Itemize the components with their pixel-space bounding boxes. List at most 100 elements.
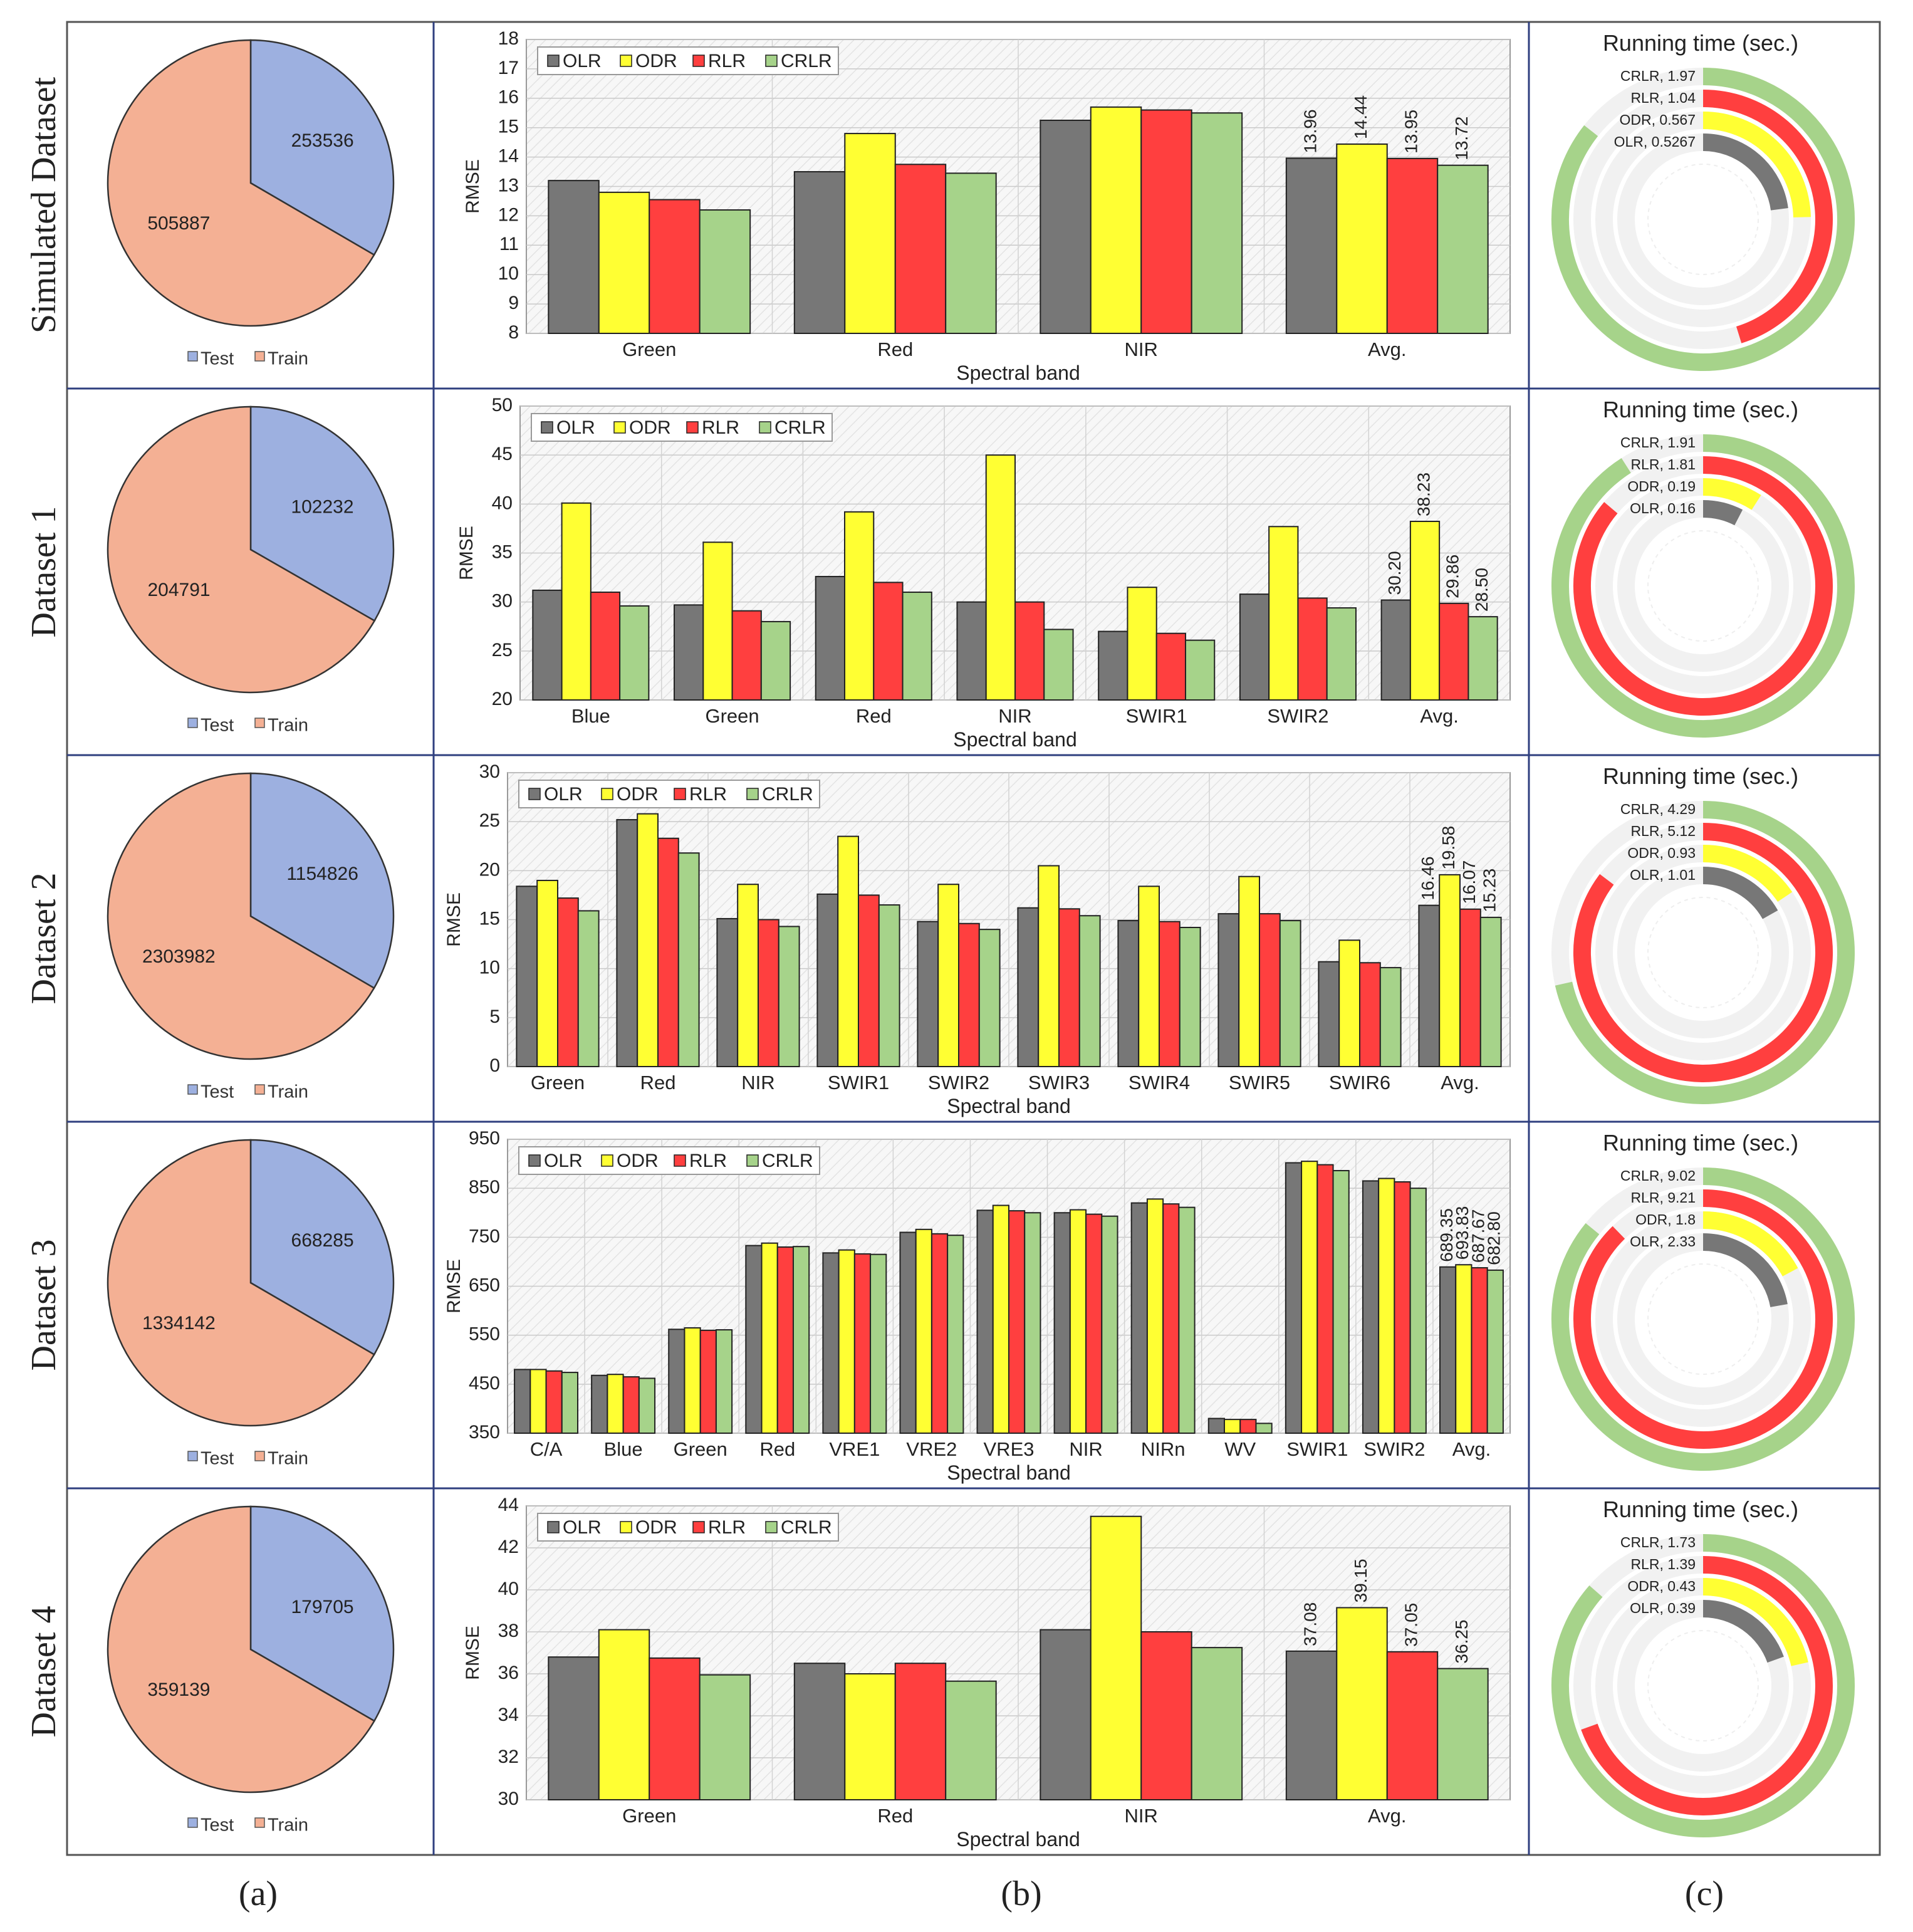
- radial-chart: Running time (sec.) CRLR, 4.29 RLR, 5.12 OD…: [1551, 763, 1855, 1104]
- bar-olr: [591, 1374, 608, 1434]
- bar-olr: [514, 1369, 531, 1434]
- legend-swatch-rlr: [692, 1521, 705, 1533]
- bar-odr: [844, 511, 875, 701]
- avg-value-label: 29.86: [1443, 555, 1462, 598]
- radial-arc-rlr: [1573, 456, 1833, 716]
- legend-box: [531, 413, 833, 442]
- radial-label: RLR, 9.21: [1630, 1189, 1696, 1206]
- y-tick-label: 750: [469, 1226, 500, 1246]
- avg-value-label: 37.05: [1401, 1603, 1420, 1647]
- bar-odr: [985, 454, 1016, 701]
- bar-odr: [1336, 143, 1388, 335]
- radial-arc-olr: [1702, 500, 1743, 526]
- legend-swatch-rlr: [674, 788, 686, 800]
- bar-olr: [1017, 907, 1040, 1067]
- x-axis-title: Spectral band: [947, 1461, 1070, 1484]
- bar-odr: [937, 884, 959, 1067]
- radial-label: ODR, 0.93: [1627, 845, 1696, 861]
- bar-crlr: [945, 172, 997, 334]
- bar-rlr: [1316, 1164, 1334, 1434]
- bar-odr: [1224, 1419, 1241, 1434]
- bar-olr: [1130, 1202, 1148, 1434]
- x-tick-label: VRE1: [829, 1438, 880, 1460]
- radial-arc-odr: [1702, 1578, 1808, 1666]
- radial-label: CRLR, 1.97: [1620, 68, 1696, 84]
- x-tick-label: Avg.: [1368, 1805, 1406, 1827]
- y-tick-label: 17: [498, 58, 519, 78]
- bar-odr: [598, 191, 650, 334]
- bar-rlr: [1394, 1181, 1411, 1434]
- y-tick-label: 20: [492, 689, 513, 709]
- legend-swatch-rlr: [686, 421, 699, 434]
- bar-crlr: [1326, 607, 1357, 701]
- bar-crlr: [1191, 1647, 1243, 1800]
- legend-swatch-odr: [620, 55, 632, 67]
- bar-olr: [1217, 913, 1240, 1067]
- bar-crlr: [619, 605, 650, 701]
- bar-crlr: [947, 1235, 964, 1434]
- bar-crlr: [1024, 1212, 1041, 1434]
- bar-crlr: [1409, 1188, 1427, 1434]
- legend-swatch-test: [187, 1817, 198, 1828]
- avg-value-label: 37.08: [1300, 1602, 1320, 1646]
- y-tick-label: 36: [498, 1663, 519, 1683]
- x-tick-label: Avg.: [1441, 1072, 1479, 1094]
- legend-swatch-olr: [541, 421, 553, 434]
- avg-value-label: 13.96: [1300, 109, 1320, 153]
- radial-chart: Running time (sec.) CRLR, 1.97 RLR, 1.04 OD…: [1551, 30, 1855, 371]
- y-tick-label: 11: [499, 234, 519, 254]
- bar-olr: [1239, 593, 1270, 701]
- bar-olr: [1418, 904, 1441, 1067]
- bar-rlr: [873, 582, 904, 701]
- pie-slice-test: [249, 39, 395, 256]
- bar-odr: [702, 541, 733, 701]
- bar-rlr: [699, 1329, 717, 1434]
- x-tick-label: Red: [877, 338, 913, 360]
- x-tick-label: Green: [674, 1438, 727, 1460]
- bar-olr: [1285, 157, 1338, 334]
- bar-odr: [1336, 1607, 1388, 1801]
- legend-label: OLR: [556, 417, 595, 438]
- radial-inner-grid: [1647, 530, 1759, 642]
- legend-swatch-odr: [601, 1154, 613, 1167]
- bar-chart: 0 5 10 15 20 25 30 Green Red NIR SWIR1 SWIR2 SWIR3 SW…: [444, 761, 1511, 1117]
- radial-title: Running time (sec.): [1603, 1130, 1798, 1156]
- bar-olr: [1285, 1162, 1303, 1434]
- legend-label: RLR: [689, 784, 727, 805]
- bar-crlr: [793, 1246, 810, 1434]
- y-tick-label: 15: [479, 908, 500, 929]
- radial-label: CRLR, 1.73: [1620, 1534, 1696, 1550]
- x-tick-label: SWIR1: [1286, 1438, 1348, 1460]
- bar-rlr: [1386, 1651, 1439, 1800]
- bar-olr: [616, 819, 639, 1068]
- bar-crlr: [1379, 967, 1402, 1068]
- y-tick-label: 30: [479, 761, 500, 782]
- legend-label: Test: [201, 1815, 234, 1835]
- bar-odr: [637, 813, 659, 1068]
- y-axis-title: RMSE: [462, 1626, 483, 1680]
- legend-swatch-crlr: [746, 788, 759, 800]
- bar-rlr: [557, 897, 579, 1068]
- bar-olr: [1207, 1418, 1226, 1434]
- bar-odr: [529, 1369, 547, 1434]
- x-tick-label: SWIR4: [1129, 1072, 1190, 1094]
- bar-crlr: [760, 620, 791, 701]
- pie-value-label: 102232: [291, 497, 353, 518]
- radial-arc-olr: [1702, 1233, 1788, 1308]
- x-axis-title: Spectral band: [956, 362, 1080, 384]
- bar-olr: [1380, 599, 1411, 701]
- radial-arc-crlr: [1555, 801, 1855, 1104]
- bar-rlr: [1459, 908, 1481, 1067]
- x-tick-label: SWIR2: [1363, 1438, 1425, 1460]
- bar-olr: [822, 1252, 840, 1434]
- bar-crlr: [1437, 1668, 1489, 1800]
- y-tick-label: 30: [498, 1788, 519, 1809]
- bar-odr: [1301, 1161, 1318, 1434]
- legend-label: RLR: [702, 417, 739, 438]
- bar-crlr: [978, 929, 1001, 1067]
- bar-crlr: [878, 904, 900, 1068]
- bar-crlr: [561, 1372, 578, 1434]
- legend-label: ODR: [617, 784, 659, 805]
- bar-odr: [1090, 106, 1142, 334]
- pie-slice-test: [249, 405, 395, 622]
